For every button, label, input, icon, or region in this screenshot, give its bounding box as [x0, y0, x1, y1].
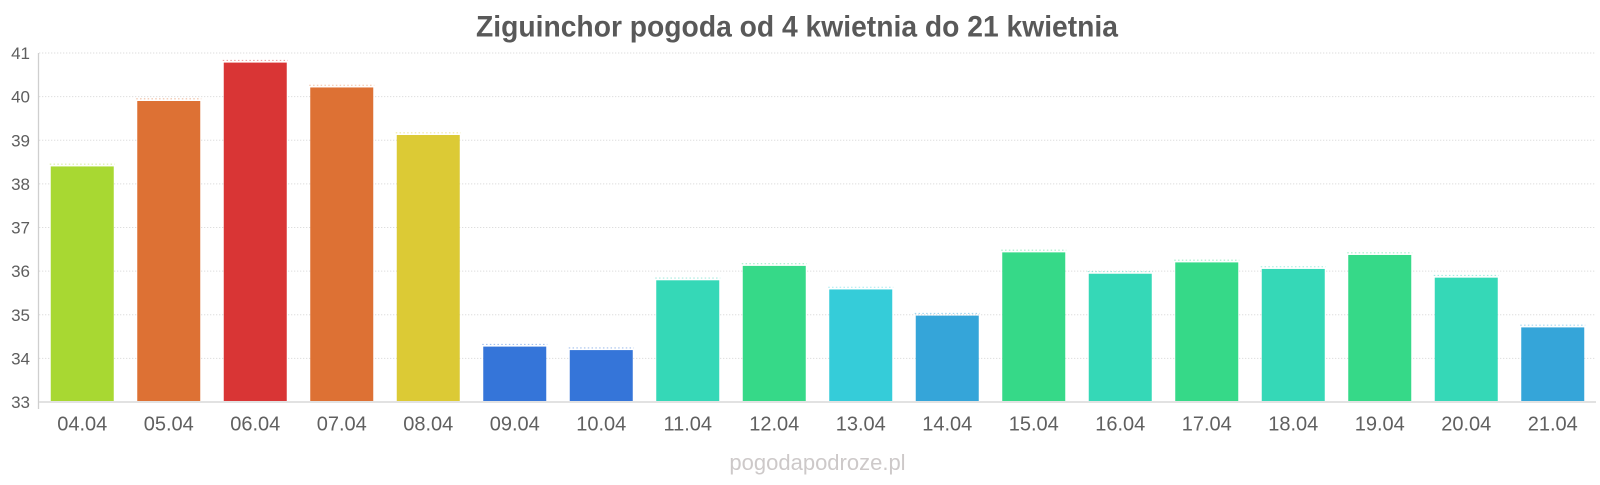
svg-text:34: 34 — [11, 349, 30, 368]
svg-text:06.04: 06.04 — [230, 414, 280, 436]
svg-text:13.04: 13.04 — [836, 414, 886, 436]
svg-text:21.04: 21.04 — [1528, 414, 1578, 436]
svg-text:10.04: 10.04 — [576, 414, 626, 436]
svg-text:16.04: 16.04 — [1095, 414, 1145, 436]
svg-text:Ziguinchor pogoda od 4 kwietni: Ziguinchor pogoda od 4 kwietnia do 21 kw… — [476, 11, 1119, 44]
svg-text:11.04: 11.04 — [663, 414, 712, 436]
svg-text:05.04: 05.04 — [144, 414, 194, 436]
svg-text:36: 36 — [11, 262, 30, 281]
svg-text:37: 37 — [11, 219, 30, 238]
svg-text:33: 33 — [11, 393, 30, 412]
svg-text:35: 35 — [11, 306, 30, 325]
svg-text:04.04: 04.04 — [57, 414, 107, 436]
svg-text:40: 40 — [11, 88, 30, 107]
svg-text:41: 41 — [11, 44, 30, 63]
svg-text:07.04: 07.04 — [317, 414, 367, 436]
svg-text:15.04: 15.04 — [1009, 414, 1059, 436]
svg-text:38: 38 — [11, 175, 30, 194]
svg-text:20.04: 20.04 — [1441, 414, 1491, 436]
svg-text:09.04: 09.04 — [490, 414, 540, 436]
svg-text:39: 39 — [11, 131, 30, 150]
svg-text:19.04: 19.04 — [1355, 414, 1405, 436]
svg-text:12.04: 12.04 — [749, 414, 799, 436]
svg-text:17.04: 17.04 — [1182, 414, 1232, 436]
svg-text:14.04: 14.04 — [922, 414, 972, 436]
svg-text:18.04: 18.04 — [1268, 414, 1318, 436]
svg-text:pogodapodroze.pl: pogodapodroze.pl — [729, 450, 905, 475]
svg-text:08.04: 08.04 — [403, 414, 453, 436]
